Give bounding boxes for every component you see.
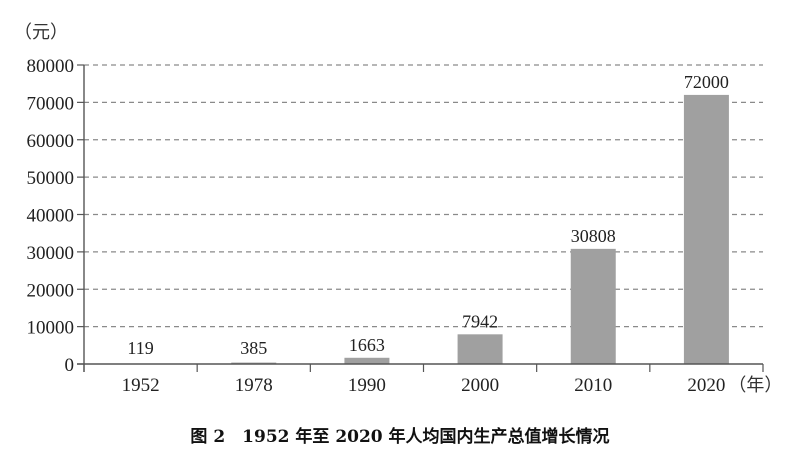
data-label: 1663	[349, 335, 385, 355]
bar-2020	[683, 94, 729, 365]
bar-2000	[457, 334, 503, 364]
x-axis-unit-label: （年）	[728, 375, 782, 396]
y-tick-label: 10000	[27, 318, 75, 339]
y-tick-label: 80000	[27, 56, 75, 77]
chart-title: 图 2 1952 年至 2020 年人均国内生产总值增长情况	[190, 426, 609, 447]
data-label: 72000	[684, 72, 729, 92]
x-tick-label: 2000	[461, 375, 499, 396]
bar-2010	[570, 248, 616, 364]
y-tick-label: 20000	[27, 280, 75, 301]
x-tick-label: 1990	[348, 375, 386, 396]
y-tick-label: 0	[65, 355, 75, 376]
y-tick-label: 50000	[27, 168, 75, 189]
data-label: 119	[127, 338, 153, 358]
y-tick-label: 40000	[27, 206, 75, 227]
y-tick-label: 60000	[27, 131, 75, 152]
y-tick-label: 70000	[27, 93, 75, 114]
y-axis-unit-label: （元）	[14, 22, 68, 43]
bar-1990	[344, 357, 390, 364]
data-label: 7942	[462, 311, 498, 331]
x-tick-label: 1978	[235, 375, 273, 396]
x-tick-label: 2020	[687, 375, 725, 396]
x-tick-label: 1952	[122, 375, 160, 396]
data-label: 30808	[571, 226, 616, 246]
y-tick-label: 30000	[27, 243, 75, 264]
x-tick-label: 2010	[574, 375, 612, 396]
bar-1978	[231, 362, 277, 364]
data-label: 385	[240, 338, 267, 358]
